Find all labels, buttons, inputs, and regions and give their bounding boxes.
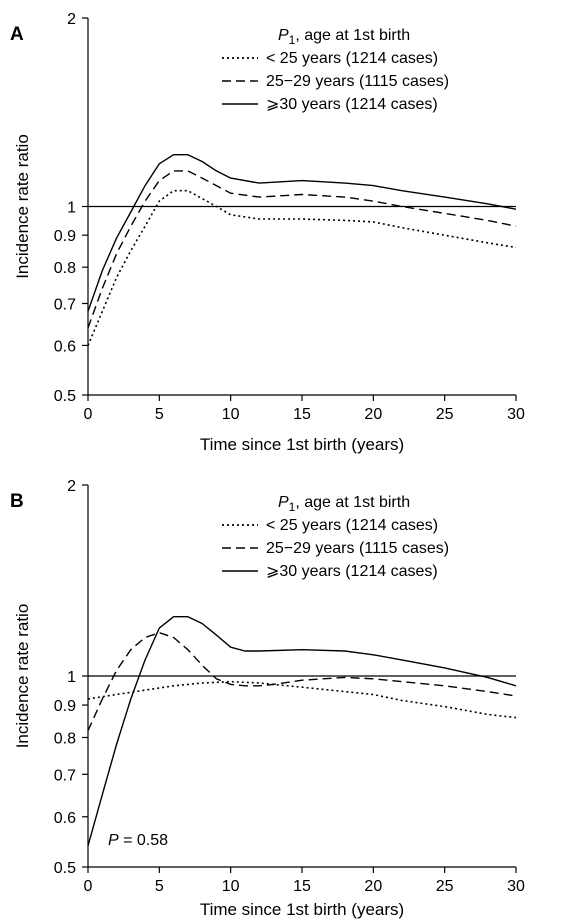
annotation-p-value: P = 0.58 — [108, 832, 168, 849]
x-axis-title: Time since 1st birth (years) — [200, 900, 404, 919]
legend-entry-label: 25−29 years (1115 cases) — [266, 73, 449, 90]
y-tick-label: 0.5 — [54, 860, 76, 877]
y-tick-label: 1 — [67, 200, 76, 217]
legend-title: P1, age at 1st birth — [278, 494, 410, 514]
series-line-dashed — [87, 170, 517, 329]
x-tick-label: 30 — [507, 406, 525, 423]
y-tick-label: 2 — [67, 478, 76, 495]
legend-entry-label: < 25 years (1214 cases) — [266, 517, 438, 534]
x-tick-label: 10 — [222, 878, 240, 895]
y-tick-label: 1 — [67, 669, 76, 686]
legend-entry-label: ⩾30 years (1214 cases) — [266, 563, 438, 580]
y-tick-label: 0.6 — [54, 338, 76, 355]
legend-entry-label: 25−29 years (1115 cases) — [266, 540, 449, 557]
y-tick-label: 0.9 — [54, 698, 76, 715]
y-tick-label: 0.7 — [54, 767, 76, 784]
x-tick-label: 25 — [436, 406, 454, 423]
series-line-solid — [87, 616, 517, 846]
x-tick-label: 5 — [155, 406, 164, 423]
legend-entry-label: < 25 years (1214 cases) — [266, 50, 438, 67]
y-tick-label: 0.6 — [54, 810, 76, 827]
legend: P1, age at 1st birth < 25 years (1214 cas… — [222, 27, 449, 113]
x-tick-label: 15 — [293, 878, 311, 895]
x-tick-label: 15 — [293, 406, 311, 423]
x-tick-label: 25 — [436, 878, 454, 895]
panel-a: A 0 5 10 15 20 25 30 0.5 0.6 0.7 0.8 0.9 1 2 Time since… — [10, 11, 525, 454]
legend-title: P1, age at 1st birth — [278, 27, 410, 47]
y-tick-label: 0.5 — [54, 388, 76, 405]
panel-b: B 0 5 10 15 20 25 30 0.5 0.6 0.7 0.8 0.9 1 2 Time since… — [10, 478, 525, 919]
x-axis-title: Time since 1st birth (years) — [200, 435, 404, 454]
x-tick-label: 20 — [364, 406, 382, 423]
x-tick-label: 0 — [84, 878, 93, 895]
series-line-solid — [87, 154, 517, 312]
y-tick-label: 0.8 — [54, 260, 76, 277]
x-tick-label: 10 — [222, 406, 240, 423]
legend: P1, age at 1st birth < 25 years (1214 cas… — [222, 494, 449, 580]
y-tick-label: 0.7 — [54, 296, 76, 313]
x-tick-label: 30 — [507, 878, 525, 895]
panel-label: B — [10, 491, 24, 512]
series-line-dashed — [87, 632, 517, 731]
y-axis-title: Incidence rate ratio — [13, 604, 32, 749]
y-tick-label: 2 — [67, 11, 76, 28]
x-tick-label: 20 — [364, 878, 382, 895]
y-axis-title: Incidence rate ratio — [13, 134, 32, 279]
y-tick-label: 0.9 — [54, 228, 76, 245]
x-tick-label: 5 — [155, 878, 164, 895]
series-line-dotted — [87, 189, 517, 346]
panel-label: A — [10, 24, 24, 45]
legend-entry-label: ⩾30 years (1214 cases) — [266, 96, 438, 113]
y-tick-label: 0.8 — [54, 730, 76, 747]
x-tick-label: 0 — [84, 406, 93, 423]
